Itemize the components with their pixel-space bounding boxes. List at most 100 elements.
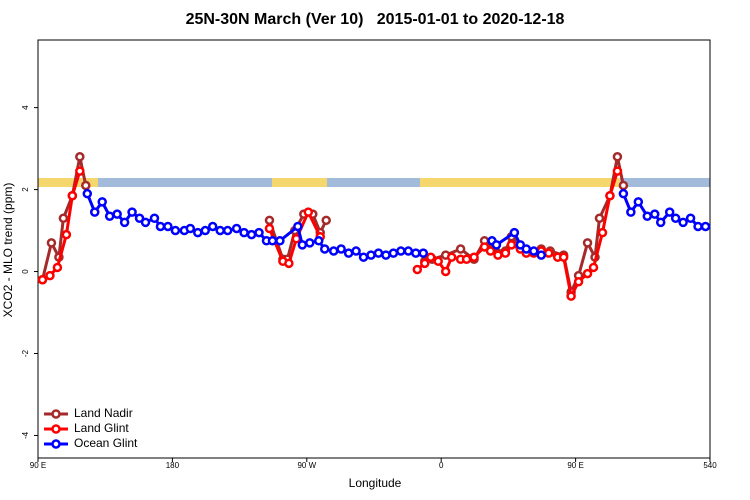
data-point — [664, 207, 675, 217]
data-point — [403, 246, 414, 256]
data-point — [82, 188, 93, 199]
data-point — [246, 229, 257, 240]
data-point — [543, 248, 554, 258]
data-point — [566, 291, 576, 301]
chart-title: 25N-30N March (Ver 10) 2015-01-01 to 202… — [186, 11, 565, 28]
data-point — [433, 256, 443, 267]
data-point — [411, 248, 421, 258]
data-point — [469, 252, 479, 262]
land-band — [38, 178, 98, 187]
data-point — [264, 223, 275, 234]
data-point — [536, 250, 547, 260]
data-point — [455, 244, 466, 254]
data-point — [685, 213, 696, 224]
data-point — [588, 262, 599, 273]
data-point — [440, 266, 451, 277]
data-point — [582, 268, 593, 279]
data-point — [134, 213, 145, 224]
y-axis-label: XCO2 - MLO trend (ppm) — [1, 183, 15, 318]
data-point — [319, 244, 330, 254]
data-point — [612, 152, 623, 162]
legend-label: Land Glint — [74, 421, 129, 435]
legend-marker — [51, 409, 61, 419]
data-point — [97, 197, 107, 207]
data-point — [58, 213, 69, 224]
data-point — [264, 215, 275, 226]
data-point — [618, 188, 629, 199]
data-point — [89, 207, 100, 217]
data-point — [112, 209, 122, 219]
data-point — [358, 252, 369, 262]
data-point — [163, 221, 173, 232]
data-point — [605, 190, 615, 201]
land-band — [272, 178, 327, 187]
data-point — [479, 242, 490, 252]
data-point — [193, 227, 203, 238]
x-tick-label: 90 E — [30, 461, 46, 470]
series-line — [41, 156, 625, 297]
data-point — [626, 207, 636, 217]
plot-frame — [37, 39, 711, 459]
data-point — [343, 248, 354, 258]
data-point — [529, 246, 539, 256]
data-point — [381, 250, 391, 260]
data-point — [297, 240, 308, 250]
data-point — [700, 221, 711, 232]
data-point — [239, 227, 249, 238]
data-point — [149, 213, 160, 224]
x-tick-label: 180 — [166, 461, 180, 470]
x-tick-label: 0 — [439, 461, 444, 470]
data-point — [678, 217, 688, 228]
data-point — [67, 190, 78, 201]
data-point — [612, 166, 623, 176]
data-point — [618, 180, 629, 191]
data-point — [655, 217, 666, 228]
series-line — [85, 193, 706, 259]
data-point — [155, 221, 166, 232]
data-point — [642, 211, 653, 221]
data-point — [420, 258, 430, 269]
data-point — [81, 180, 91, 191]
data-point — [303, 207, 314, 217]
data-point — [509, 227, 520, 238]
data-point — [336, 244, 346, 254]
data-point — [207, 221, 218, 232]
data-point — [412, 264, 423, 275]
y-tick-label: 4 — [21, 105, 30, 110]
data-point — [373, 248, 384, 258]
data-point — [597, 227, 608, 238]
data-point — [446, 252, 457, 262]
land-band — [420, 178, 620, 187]
series — [82, 188, 711, 262]
data-point — [633, 197, 644, 207]
y-tick-label: -2 — [21, 349, 30, 357]
data-point — [284, 258, 294, 269]
data-point — [275, 236, 285, 246]
legend-marker — [51, 439, 61, 449]
ocean-band — [38, 178, 710, 187]
data-point — [506, 240, 517, 250]
data-point — [328, 246, 339, 256]
data-point — [573, 277, 584, 287]
data-point — [293, 221, 303, 232]
legend-marker — [51, 424, 61, 434]
x-tick-label: 90 W — [297, 461, 316, 470]
data-point — [558, 252, 569, 262]
data-point — [425, 252, 436, 262]
data-point — [396, 246, 406, 256]
data-point — [215, 225, 225, 236]
data-point — [351, 246, 361, 256]
y-tick-label: -4 — [21, 431, 30, 439]
data-point — [582, 238, 593, 248]
data-point — [52, 262, 63, 273]
data-point — [254, 227, 264, 238]
data-point — [491, 240, 502, 250]
data-point — [321, 215, 331, 226]
data-point — [500, 248, 511, 258]
x-tick-label: 90 E — [567, 461, 583, 470]
data-point — [594, 213, 605, 224]
data-point — [200, 225, 211, 236]
data-point — [170, 225, 181, 236]
